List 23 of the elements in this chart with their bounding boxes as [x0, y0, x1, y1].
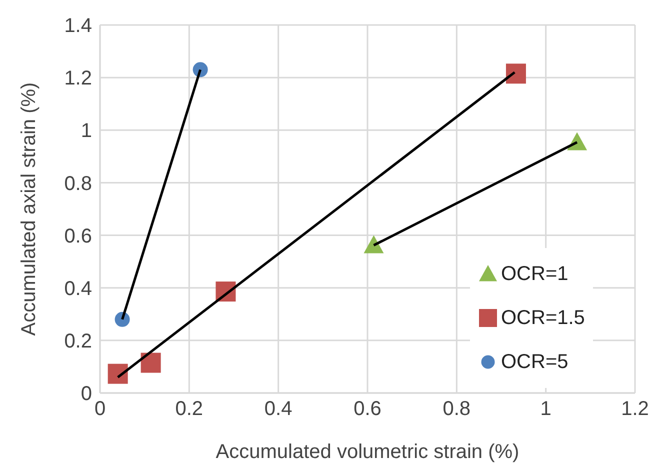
- y-tick-label: 0.4: [64, 278, 92, 300]
- x-tick-label: 1: [540, 398, 552, 420]
- point: [140, 352, 161, 373]
- x-tick-label: 0.8: [442, 398, 471, 420]
- point: [108, 364, 128, 384]
- legend-label: OCR=1: [501, 262, 568, 286]
- y-tick-label: 0.2: [64, 330, 92, 353]
- point: [364, 235, 384, 254]
- legend-label: OCR=1.5: [501, 306, 585, 330]
- point: [506, 64, 526, 84]
- x-axis-title: Accumulated volumetric strain (%): [216, 441, 520, 463]
- y-tick-label: 0: [80, 383, 92, 406]
- legend-label: OCR=5: [501, 350, 568, 374]
- x-tick-label: 0.2: [175, 398, 204, 420]
- y-tick-label: 1.2: [64, 68, 92, 90]
- y-tick-label: 1.4: [64, 15, 92, 38]
- y-tick-label: 0.8: [64, 172, 92, 195]
- y-tick-label: 0.6: [64, 225, 92, 248]
- x-tick-label: 0.4: [264, 398, 292, 420]
- x-tick-label: 1.2: [621, 398, 649, 420]
- y-tick-label: 1: [80, 120, 92, 142]
- y-axis-title: Accumulated axial strain (%): [18, 82, 40, 336]
- x-tick-label: 0.6: [354, 398, 382, 420]
